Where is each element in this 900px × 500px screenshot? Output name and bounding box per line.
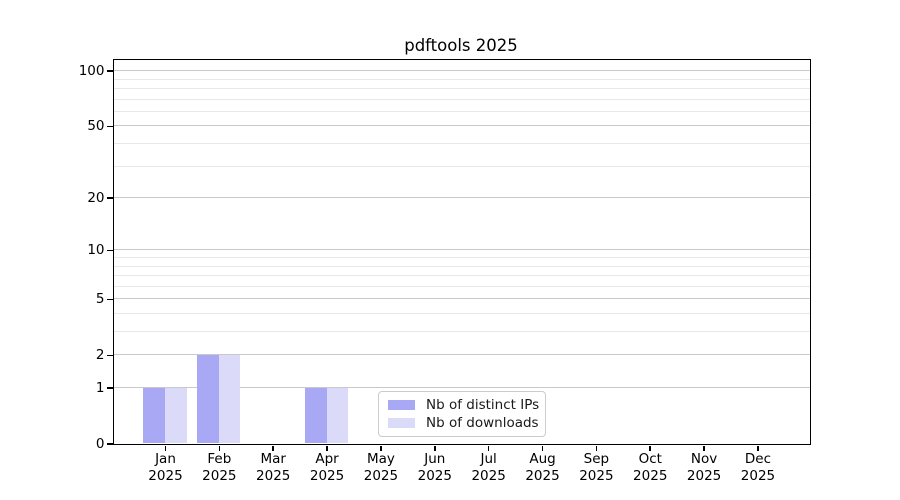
x-tick (757, 445, 759, 451)
gridline-major (113, 249, 810, 251)
x-tick-label-year: 2025 (686, 467, 722, 484)
x-tick (541, 445, 544, 451)
x-tick (380, 445, 382, 451)
x-tick (272, 445, 274, 451)
y-tick (106, 387, 113, 389)
x-tick-label-year: 2025 (417, 467, 452, 484)
gridline-minor (113, 78, 810, 80)
x-tick-label-month: Jan (155, 451, 176, 467)
x-tick-label-year: 2025 (740, 467, 776, 484)
x-tick-label-month: Apr (315, 451, 339, 467)
x-tick-label-year: 2025 (363, 467, 399, 484)
gridline-minor (113, 88, 810, 89)
x-tick (434, 445, 436, 451)
chart-title: pdftools 2025 (404, 36, 518, 55)
gridline-major (113, 387, 810, 388)
x-tick-label-month: May (366, 451, 395, 467)
x-tick-label: Nov 2025 (669, 451, 739, 484)
x-tick-label: Sep 2025 (561, 451, 631, 484)
x-tick-label-year: 2025 (525, 467, 560, 484)
y-tick-label: 2 (95, 347, 105, 364)
y-tick-label: 5 (95, 291, 105, 308)
x-tick-label-month: Dec (744, 451, 772, 467)
y-tick (106, 354, 113, 356)
x-tick-label: Jul 2025 (454, 451, 524, 484)
gridline-minor (113, 275, 810, 277)
gridline-major (113, 70, 810, 72)
bar-distinct-ips-feb (197, 354, 219, 444)
x-tick (218, 445, 221, 451)
y-tick-label: 0 (95, 436, 105, 452)
gridline-minor (113, 331, 810, 332)
x-tick-label: Mar 2025 (238, 451, 308, 484)
gridline-minor (113, 256, 810, 258)
y-tick-label: 50 (87, 118, 105, 135)
gridline-major (113, 125, 810, 127)
gridline-minor (113, 312, 810, 314)
y-tick-label: 100 (78, 63, 105, 80)
x-tick (326, 445, 328, 451)
x-tick (487, 445, 490, 451)
gridline-minor (113, 110, 810, 112)
bar-distinct-ips-apr (305, 387, 327, 444)
gridline-minor (113, 265, 810, 267)
y-tick (106, 125, 113, 128)
gridline-major (113, 298, 810, 300)
x-tick-label: May 2025 (346, 451, 416, 484)
x-tick (649, 445, 651, 451)
legend-item-distinct-ips: Nb of distinct IPs (388, 396, 540, 413)
bar-downloads-jan (164, 387, 187, 444)
y-tick (106, 298, 113, 300)
x-tick-label: Oct 2025 (615, 451, 685, 484)
x-tick-label: Feb 2025 (184, 451, 254, 484)
x-tick-label-year: 2025 (471, 467, 506, 484)
legend-item-downloads: Nb of downloads (388, 415, 539, 432)
x-tick-label-month: Jun (424, 451, 446, 467)
x-tick-label: Apr 2025 (292, 451, 362, 484)
y-tick-label: 1 (95, 380, 105, 396)
x-tick-label-month: Feb (207, 451, 232, 467)
y-tick-label: 20 (87, 190, 105, 207)
gridline-minor (113, 285, 810, 287)
legend-swatch-distinct-ips (388, 399, 415, 410)
x-tick (703, 445, 705, 451)
y-tick (106, 197, 113, 199)
gridline-major (113, 354, 810, 356)
y-tick-label: 10 (87, 242, 105, 259)
x-tick-label-month: Aug (529, 451, 556, 467)
plot-area (112, 58, 811, 445)
x-tick-label: Jan 2025 (130, 451, 200, 484)
gridline-minor (113, 143, 810, 144)
x-tick-label-month: Sep (583, 451, 610, 467)
x-tick-label-month: Jul (480, 451, 497, 467)
x-tick (164, 445, 167, 451)
x-tick-label-year: 2025 (202, 467, 237, 484)
x-tick-label-year: 2025 (256, 467, 291, 484)
bar-downloads-apr (326, 387, 349, 444)
gridline-major (113, 197, 810, 199)
x-tick-label-year: 2025 (633, 467, 668, 484)
x-tick-label-month: Nov (690, 451, 718, 467)
x-tick (595, 445, 598, 451)
x-tick-label-year: 2025 (309, 467, 345, 484)
legend-swatch-downloads (388, 418, 415, 429)
legend-label-distinct-ips: Nb of distinct IPs (426, 396, 540, 413)
gridline-minor (113, 98, 810, 100)
legend-label-downloads: Nb of downloads (426, 415, 539, 432)
x-tick-label: Jun 2025 (400, 451, 470, 484)
bar-distinct-ips-jan (143, 387, 165, 444)
y-tick (106, 249, 113, 252)
legend: Nb of distinct IPs Nb of downloads (378, 391, 546, 437)
x-tick-label-year: 2025 (579, 467, 614, 484)
x-tick-label-year: 2025 (148, 467, 183, 484)
x-tick-label-month: Mar (260, 451, 286, 467)
x-tick-label: Dec 2025 (723, 451, 793, 484)
y-tick (106, 443, 113, 445)
y-tick (106, 70, 113, 72)
x-tick-label-month: Oct (638, 451, 662, 467)
gridline-minor (113, 165, 810, 167)
x-tick-label: Aug 2025 (508, 451, 578, 484)
bar-downloads-feb (218, 354, 241, 444)
